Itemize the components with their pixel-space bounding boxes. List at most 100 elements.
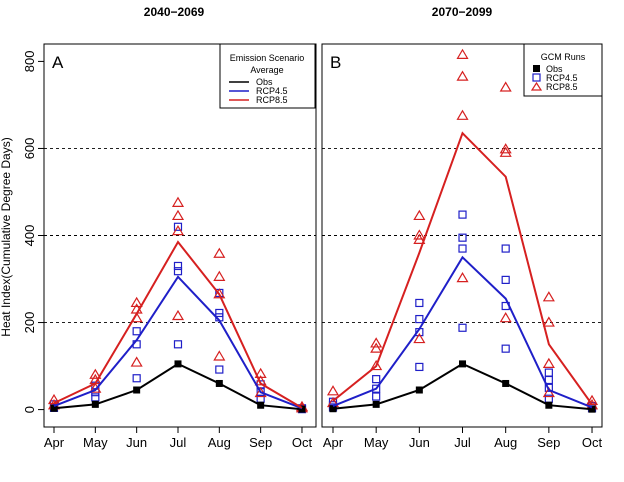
panel-a-run-rcp85-12 [171,196,185,207]
panel-b-run-rcp85-19 [542,316,555,327]
panel-b-run-rcp85-14 [499,146,512,157]
panel-b-run-rcp45-11 [458,244,467,253]
panel-b-xtick-label-jul: Jul [454,435,471,450]
panel-b-run-rcp85-8 [413,209,426,221]
panel-a-run-rcp85-13 [213,350,226,361]
panel-a-xtick-label-may: May [83,435,108,450]
panel-a-run-rcp85-8 [130,296,143,308]
panel-a-runs [47,196,309,414]
panel-a-x-axis: Apr May Jun Jul Aug Sep Oct [44,427,312,450]
panel-b-run-rcp85-12 [456,48,469,59]
panel-b-run-rcp45-9 [415,298,424,308]
panel-a-run-rcp45-11 [173,222,183,231]
panel-a: 2040−2069 A 0 200 400 600 800 Apr May Jun Jul Au… [22,5,317,450]
panel-a-label: A [52,53,64,72]
panel-b-legend-obs-marker [533,65,540,72]
panel-b-run-rcp85-10 [456,109,469,120]
panel-b-legend-rcp45-marker [532,73,541,82]
panel-b-label: B [330,53,341,72]
panel-a-obs-point-apr [50,404,58,412]
panel-b-run-rcp85-15 [499,143,512,154]
panel-b-run-rcp45-21 [544,368,553,377]
panel-a-run-rcp85-15 [213,270,226,281]
panel-b-series [329,131,596,413]
panel-b-run-rcp85-11 [456,70,469,81]
panel-b-xtick-label-jun: Jun [409,435,430,450]
panel-b-title: 2070−2099 [432,5,493,19]
panel-a-legend: Emission Scenario Average Obs RCP4.5 RCP… [219,43,316,109]
panel-a-run-rcp45-10 [173,261,183,271]
panel-a-ytick-label-0: 0 [22,406,37,413]
panel-b-xtick-label-apr: Apr [323,435,344,450]
panel-a-ytick-label-800: 800 [22,51,37,73]
panel-b-legend-rcp45-label: RCP4.5 [546,73,578,83]
panel-b-run-rcp45-6 [415,362,424,372]
panel-b-xtick-label-may: May [364,435,389,450]
panel-b-run-rcp85-2 [370,359,383,371]
panel-a-legend-title-1: Emission Scenario [230,53,305,63]
panel-a-legend-box [219,43,316,109]
panel-b-run-rcp45-14 [501,344,510,353]
panel-a-run-rcp45-9 [173,267,183,276]
panel-b-run-rcp45-8 [415,314,424,324]
panel-b-run-rcp45-5 [372,375,381,384]
panel-b-run-rcp85-20 [542,291,555,302]
panel-b-run-rcp45-4 [372,384,381,393]
panel-b-legend-rcp85-marker [530,81,543,91]
panel-b-run-rcp85-3 [370,342,383,353]
panel-b-run-rcp85-5 [413,332,426,344]
panel-a-run-rcp85-5 [130,356,143,367]
panel-a-run-rcp85-14 [213,288,226,299]
panel-b-run-rcp45-10 [458,323,467,332]
panel-b-line-rcp45 [332,255,593,409]
panel-b-obs-point-oct [588,405,596,413]
panel-a-run-rcp85-19 [254,367,267,379]
panel-a-line-rcp45 [53,275,303,410]
panel-a-run-rcp45-2 [91,393,100,402]
panel-b-run-rcp85-13 [499,312,512,323]
panel-a-legend-title-2: Average [250,65,283,75]
panel-b-obs-point-jun [415,386,423,394]
panel-b-legend: GCM Runs Obs RCP4.5 RCP8.5 [523,43,603,97]
panel-a-xtick-label-jul: Jul [170,435,187,450]
panel-a-xtick-label-apr: Apr [44,435,65,450]
panel-b-x-axis: Apr May Jun Jul Aug Sep Oct [323,427,603,450]
panel-a-legend-rcp85-label: RCP8.5 [256,95,288,105]
panel-b-xtick-label-oct: Oct [582,435,603,450]
panel-a-ytick-label-200: 200 [22,312,37,334]
panel-b-run-rcp45-17 [501,244,510,253]
panel-b-run-rcp85-9 [456,271,469,283]
panel-b-obs-point-jul [459,360,467,368]
panel-a-ytick-label-600: 600 [22,138,37,160]
panel-b-legend-title: GCM Runs [541,52,586,62]
panel-a-run-rcp85-10 [171,224,185,236]
panel-a-run-rcp45-5 [132,374,141,383]
panel-b-line-rcp85 [332,131,593,405]
panel-b-run-rcp85-7 [413,229,426,240]
panel-b-xtick-label-aug: Aug [494,435,517,450]
panel-a-obs-point-oct [298,405,306,413]
panel-b-run-rcp85-4 [370,337,383,348]
panel-a-run-rcp45-14 [215,308,224,318]
panel-a-obs-point-may [91,400,99,408]
panel-b-obs-point-aug [502,379,510,387]
panel-a-run-rcp45-8 [173,340,183,349]
panel-a-series [50,240,306,413]
panel-a-line-rcp85 [53,240,303,409]
panel-a-run-rcp85-1 [47,393,61,405]
panel-a-run-rcp45-12 [215,365,224,374]
panel-b-run-rcp85-17 [542,386,555,398]
panel-a-run-rcp85-11 [171,209,185,221]
panel-b-legend-obs-label: Obs [546,64,563,74]
panel-a-xtick-label-jun: Jun [126,435,147,450]
panel-a-run-rcp45-7 [132,327,141,336]
panel-b-run-rcp85-1 [326,385,340,396]
panel-a-legend-obs-label: Obs [256,77,273,87]
panel-a-legend-rcp45-label: RCP4.5 [256,86,288,96]
panel-a-obs-point-sep [257,401,265,409]
panel-b: 2070−2099 B Apr May Jun Jul Aug Sep Oct GCM Ru… [321,5,603,450]
panel-b-obs-point-apr [329,405,337,413]
panel-b-run-rcp85-16 [499,81,512,92]
panel-a-obs-point-aug [215,379,223,387]
